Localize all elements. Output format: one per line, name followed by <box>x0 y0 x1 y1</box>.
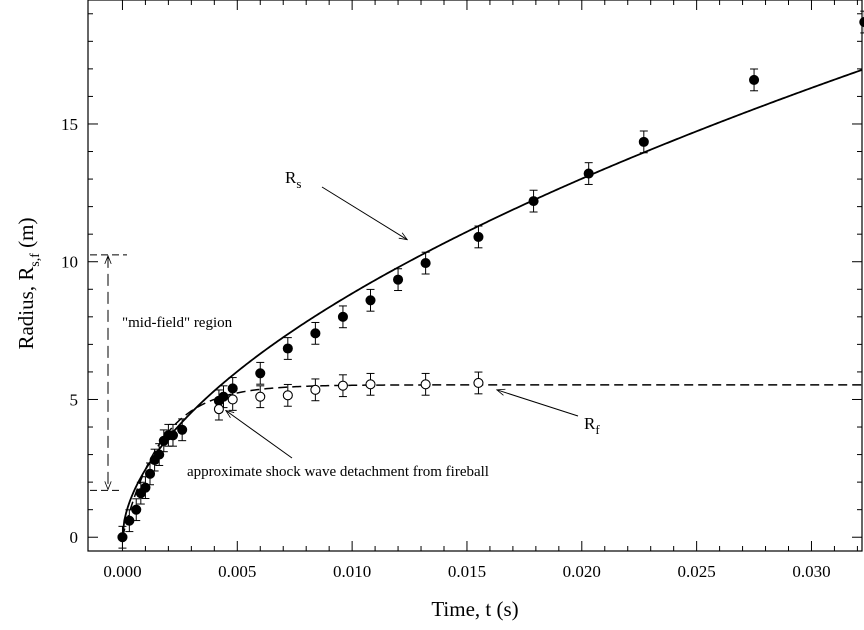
rs-point <box>638 136 649 147</box>
rf-point <box>255 391 266 402</box>
data-points <box>117 16 864 543</box>
rf-point <box>473 377 484 388</box>
rf-point <box>213 404 224 415</box>
rs-point <box>140 482 151 493</box>
x-tick-label: 0.025 <box>678 562 716 581</box>
rf-arrow <box>497 390 579 417</box>
rs-point <box>420 258 431 269</box>
y-tick-label: 10 <box>61 253 78 272</box>
rs-point <box>473 231 484 242</box>
rs-point <box>282 343 293 354</box>
mid-field-label: "mid-field" region <box>122 315 233 331</box>
rs-point <box>337 311 348 322</box>
rs-point <box>124 515 135 526</box>
rf-point <box>282 390 293 401</box>
y-axis-label: Radius, Rs,f (m) <box>14 217 43 349</box>
x-tick-label: 0.015 <box>448 562 486 581</box>
rf-point <box>337 380 348 391</box>
rs-point <box>117 532 128 543</box>
fit-curve-rf <box>121 384 862 538</box>
y-tick-label: 5 <box>70 390 79 409</box>
rs-point <box>154 449 165 460</box>
x-axis-label: Time, t (s) <box>431 597 518 621</box>
fit-curves <box>121 69 862 538</box>
rf-label: Rf <box>584 414 600 437</box>
x-tick-label: 0.020 <box>563 562 601 581</box>
x-tick-label: 0.010 <box>333 562 371 581</box>
x-tick-label: 0.005 <box>218 562 256 581</box>
rs-point <box>528 196 539 207</box>
detachment-arrow <box>226 410 293 459</box>
rf-point <box>310 384 321 395</box>
rf-point <box>227 394 238 405</box>
x-tick-label: 0.000 <box>103 562 141 581</box>
rs-point <box>393 274 404 285</box>
x-tick-label: 0.030 <box>792 562 830 581</box>
rf-point <box>365 379 376 390</box>
y-tick-label: 15 <box>61 115 78 134</box>
rs-point <box>749 74 760 85</box>
rs-point <box>144 468 156 479</box>
rs-point <box>255 368 266 379</box>
rs-point <box>177 424 188 435</box>
rf-point <box>420 379 431 390</box>
plot-frame <box>87 0 863 552</box>
annotations: Rs Rf "mid-field" region approximate shock … <box>90 168 600 491</box>
rs-label: Rs <box>285 168 301 191</box>
rs-point <box>583 168 594 179</box>
rs-point <box>167 430 179 441</box>
rs-point <box>310 328 321 339</box>
rs-point <box>365 295 376 306</box>
fit-curve-rs <box>121 69 862 538</box>
rs-arrow <box>321 186 407 240</box>
rs-point <box>227 383 238 394</box>
detachment-label: approximate shock wave detachment from f… <box>187 464 489 480</box>
rs-point <box>218 391 229 402</box>
y-tick-label: 0 <box>70 528 79 547</box>
rs-point <box>131 504 142 515</box>
axes: 0.000 0.005 0.010 0.015 0.020 0.025 0.030 0 5 10 1… <box>14 0 863 621</box>
